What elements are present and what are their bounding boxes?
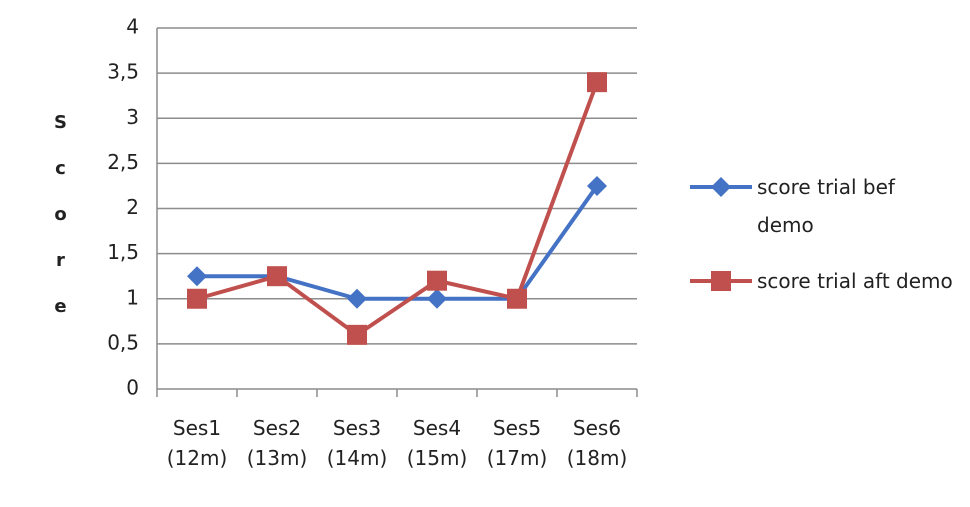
data-point (507, 288, 527, 309)
data-point (187, 266, 207, 287)
x-tick-label: Ses1 (12m) (166, 416, 228, 470)
legend-label: score trial bef demo (757, 175, 895, 237)
y-tick-label: 2 (126, 195, 139, 219)
x-tick-label: Ses4 (15m) (406, 416, 468, 470)
data-point (267, 266, 287, 287)
legend-marker (711, 271, 731, 291)
series-line (196, 81, 599, 338)
data-point (347, 288, 367, 309)
y-tick-label: 1,5 (107, 240, 139, 264)
y-tick-label: 3,5 (107, 60, 139, 84)
data-point (187, 288, 207, 309)
data-point (587, 175, 607, 196)
y-tick-label: 2,5 (107, 150, 139, 174)
y-axis-label: Score (50, 112, 71, 342)
y-tick-label: 0 (126, 376, 139, 400)
data-point (427, 288, 447, 309)
y-tick-label: 1 (126, 285, 139, 309)
data-point (347, 324, 367, 345)
y-tick-label: 4 (126, 15, 139, 39)
x-tick-label: Ses5 (17m) (486, 416, 548, 470)
x-tick-label: Ses6 (18m) (566, 416, 628, 470)
x-tick-label: Ses3 (14m) (326, 416, 388, 470)
x-tick-label: Ses2 (13m) (246, 416, 308, 470)
data-point (587, 72, 607, 93)
legend-label: score trial aft demo (757, 269, 953, 293)
y-tick-label: 3 (126, 105, 139, 129)
series-line (197, 184, 599, 301)
data-point (427, 270, 447, 291)
legend-marker (711, 177, 731, 197)
y-tick-label: 0,5 (107, 330, 139, 354)
